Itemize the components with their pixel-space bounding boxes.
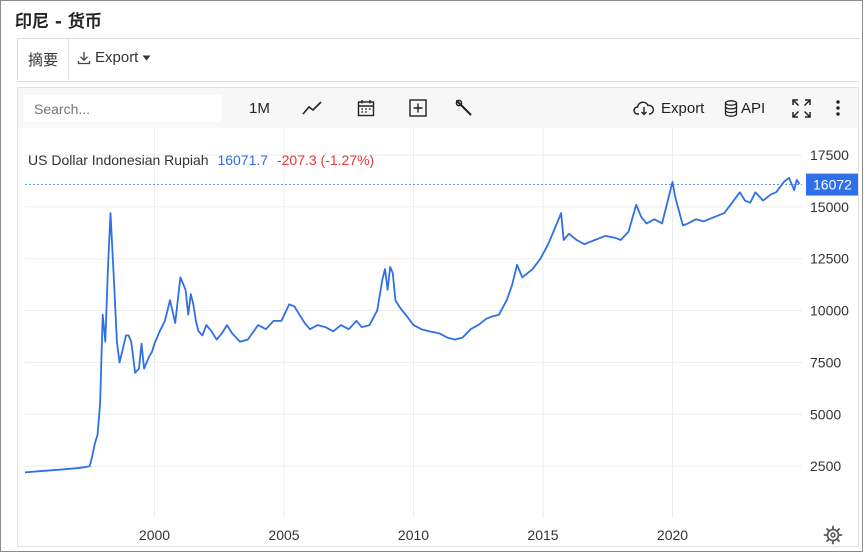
- cloud-download-icon: [633, 101, 655, 116]
- x-tick-label: 2010: [398, 527, 429, 543]
- fullscreen-icon: [792, 98, 811, 118]
- more-menu-button[interactable]: [835, 88, 841, 128]
- fullscreen-button[interactable]: [792, 88, 811, 128]
- chart-legend: US Dollar Indonesian Rupiah 16071.7 -207…: [28, 152, 374, 168]
- y-tick-label: 17500: [810, 147, 849, 163]
- export-chart-button[interactable]: Export: [633, 88, 704, 128]
- chart-toolbar: 1M: [18, 88, 858, 128]
- y-tick-label: 7500: [810, 354, 841, 370]
- export-dropdown[interactable]: Export: [77, 49, 151, 66]
- x-tick-label: 2005: [268, 527, 299, 543]
- chart-type-button[interactable]: [302, 88, 322, 128]
- compare-button[interactable]: [409, 88, 427, 128]
- download-icon: [77, 51, 91, 64]
- tab-bar: 摘要 Export: [17, 38, 860, 82]
- page-title: 印尼 - 货币: [15, 12, 102, 32]
- x-axis: 2000 2005 2010 2015 2020: [139, 527, 688, 543]
- y-tick-label: 5000: [810, 406, 841, 422]
- x-tick-label: 2000: [139, 527, 170, 543]
- x-tick-label: 2020: [657, 527, 688, 543]
- last-value-badge: 16072: [806, 173, 858, 196]
- y-tick-label: 15000: [810, 199, 849, 215]
- caret-down-icon: [142, 55, 151, 60]
- period-button[interactable]: 1M: [249, 88, 270, 128]
- y-tick-label: 12500: [810, 251, 849, 267]
- chart-card: 1M: [17, 87, 859, 547]
- gear-icon: [823, 525, 843, 545]
- y-tick-label: 10000: [810, 303, 849, 319]
- x-tick-label: 2015: [527, 527, 558, 543]
- database-icon: [724, 99, 738, 117]
- search-input[interactable]: [24, 95, 221, 122]
- chart-grid: [25, 128, 802, 518]
- last-value-text: 16072: [813, 177, 852, 193]
- tab-summary[interactable]: 摘要: [17, 39, 69, 80]
- add-compare-icon: [409, 99, 427, 117]
- tab-summary-label: 摘要: [27, 51, 58, 69]
- date-range-button[interactable]: [357, 88, 375, 128]
- export-chart-label: Export: [661, 99, 705, 117]
- api-label: API: [741, 99, 766, 117]
- legend-last-value: 16071.7: [217, 152, 268, 168]
- calendar-icon: [357, 100, 375, 117]
- legend-change-value: -207.3 (-1.27%): [277, 152, 374, 168]
- line-chart-icon: [302, 101, 322, 115]
- more-vertical-icon: [836, 100, 840, 116]
- indicators-button[interactable]: [455, 88, 473, 128]
- api-button[interactable]: API: [724, 88, 765, 128]
- y-axis: 2500 5000 7500 10000 12500 15000 17500: [810, 147, 849, 474]
- y-tick-label: 2500: [810, 458, 841, 474]
- period-label: 1M: [249, 99, 270, 117]
- svg-text:US Dollar Indonesian Rupiah: US Dollar Indonesian Rupiah 16071.7 -207…: [28, 152, 374, 168]
- series-line: [24, 176, 801, 474]
- wrench-icon: [455, 99, 472, 116]
- legend-series-name: US Dollar Indonesian Rupiah: [28, 152, 209, 168]
- export-dropdown-label: Export: [95, 49, 139, 66]
- chart-settings-button[interactable]: [823, 525, 843, 545]
